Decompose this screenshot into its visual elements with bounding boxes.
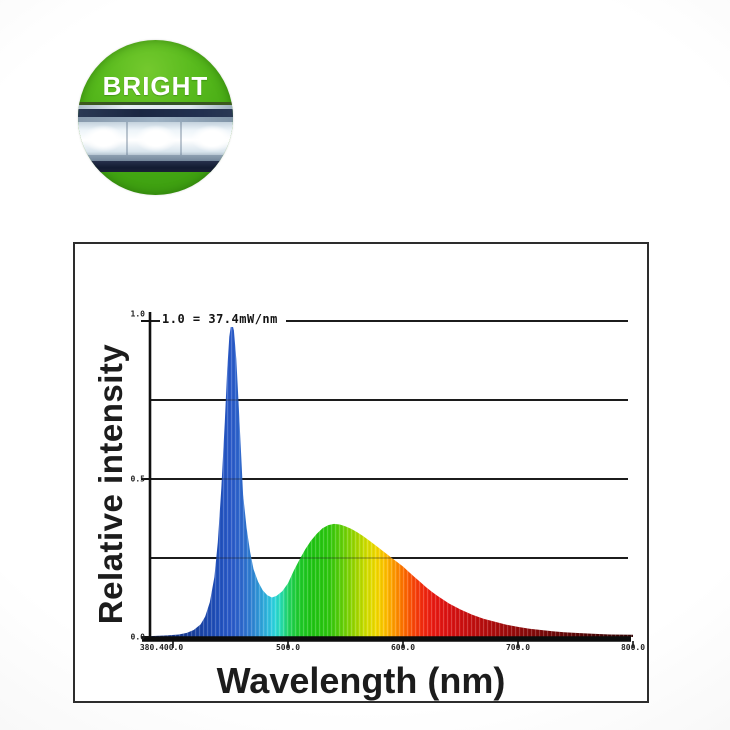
badge-label: BRIGHT <box>102 71 209 101</box>
y-tick-label: 1.0 <box>130 309 145 319</box>
tick-marks <box>141 320 634 648</box>
spectrum-plot <box>141 312 634 648</box>
strip-mid-top <box>78 117 233 122</box>
y-tick-label: 0.5 <box>130 474 145 484</box>
x-axis-title: Wavelength (nm) <box>216 660 506 701</box>
led-strip-photo <box>78 102 233 172</box>
x-tick-label: 700.0 <box>505 643 531 652</box>
strip-dark-bottom <box>78 161 233 172</box>
y-axis-title: Relative intensity <box>92 343 129 625</box>
spectrum-stripe-texture <box>150 321 633 637</box>
x-tick-label: 600.0 <box>390 643 416 652</box>
x-tick-label: 800.0 <box>620 643 646 652</box>
strip-seam <box>180 122 183 155</box>
x-tick-label: 380.400.0 <box>139 643 184 652</box>
y-tick-label: 0.0 <box>130 632 145 642</box>
led-glow <box>135 124 178 153</box>
strip-highlight-line <box>78 105 233 109</box>
axes <box>142 312 631 642</box>
x-tick-label: 500.0 <box>275 643 301 652</box>
strip-dark-top <box>78 109 233 117</box>
strip-shadow-top <box>78 102 233 105</box>
spectrum-chart: Relative intensity 1.0 = 37.4mW/nm 1.0 0.… <box>73 242 649 703</box>
bright-badge: BRIGHT <box>78 40 233 195</box>
gridlines-overlay <box>150 320 628 559</box>
led-glow <box>82 124 125 153</box>
strip-mid-bottom <box>78 155 233 161</box>
led-glow <box>191 124 233 153</box>
strip-bright-band <box>78 122 233 155</box>
scale-annotation: 1.0 = 37.4mW/nm <box>160 311 286 327</box>
strip-seam <box>126 122 129 155</box>
